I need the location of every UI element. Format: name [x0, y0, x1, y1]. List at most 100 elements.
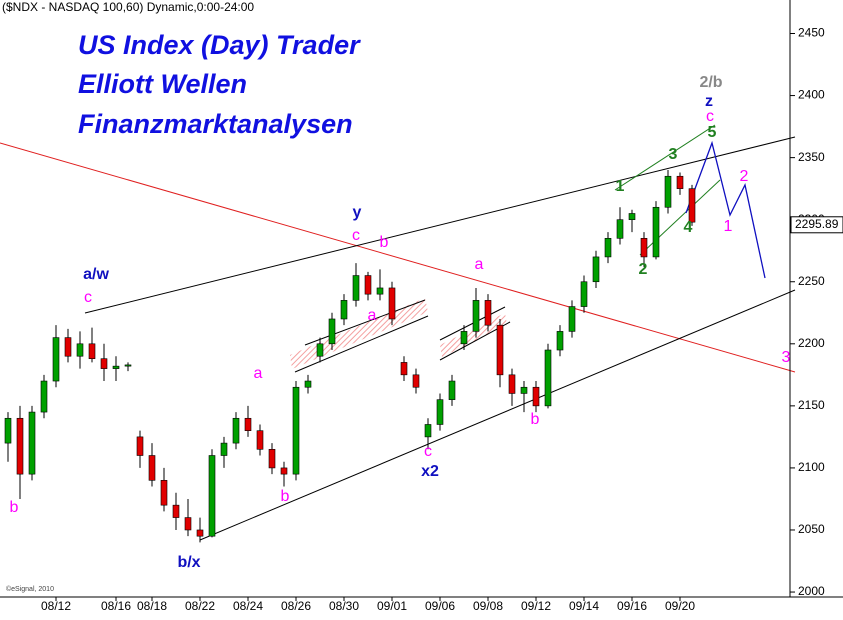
candle-body: [76, 343, 84, 357]
x-tick-label: 09/08: [473, 599, 503, 613]
wave-label: 3: [782, 349, 791, 366]
x-tick-label: 08/22: [185, 599, 215, 613]
candle-body: [376, 287, 384, 295]
wave-label: 1: [724, 218, 733, 235]
candle-body: [172, 504, 180, 518]
x-tick-label: 08/24: [233, 599, 263, 613]
candle-body: [556, 331, 564, 351]
wave-label: b: [281, 488, 290, 505]
wave-label: 2/b: [699, 74, 722, 91]
candle-body: [364, 275, 372, 295]
x-tick-label: 08/30: [329, 599, 359, 613]
last-price-label: 2295.89: [795, 217, 839, 231]
footer: ©eSignal, 2010: [6, 585, 54, 593]
wave-label: 2: [740, 168, 749, 185]
candle-body: [280, 467, 288, 475]
y-tick-label: 2400: [798, 88, 825, 102]
wave-label: 1: [616, 178, 625, 195]
y-tick-label: 2200: [798, 336, 825, 350]
candle-body: [652, 206, 660, 258]
candle-body: [352, 275, 360, 301]
channel-line: [614, 124, 716, 191]
candle-body: [148, 455, 156, 481]
wave-label: 2: [639, 261, 648, 278]
wave-label: c: [706, 108, 714, 125]
y-tick-label: 2100: [798, 460, 825, 474]
candle-body: [64, 337, 72, 357]
wave-label: c: [424, 443, 432, 460]
x-tick-label: 08/12: [41, 599, 71, 613]
candle-body: [340, 300, 348, 320]
wave-label: 5: [708, 124, 717, 141]
y-tick-label: 2000: [798, 584, 825, 598]
x-tick-label: 08/18: [137, 599, 167, 613]
candle-body: [4, 417, 12, 444]
candle-body: [508, 374, 516, 394]
candle-body: [460, 331, 468, 345]
candle-body: [400, 362, 408, 376]
candle-body: [412, 374, 420, 388]
wave-label: z: [705, 93, 713, 110]
trend-line: [0, 142, 796, 373]
trend-line: [304, 299, 426, 346]
candle-body: [484, 300, 492, 326]
candle-body: [388, 287, 396, 320]
candle-body: [664, 175, 672, 208]
wave-label: y: [353, 204, 362, 221]
candle-body: [676, 175, 684, 189]
candle-body: [196, 529, 204, 537]
wave-label: c: [352, 227, 360, 244]
x-tick-label: 09/06: [425, 599, 455, 613]
candle-body: [544, 349, 552, 407]
candle-body: [640, 238, 648, 258]
wave-label: a: [254, 365, 263, 382]
y-tick-label: 2350: [798, 150, 825, 164]
candle-body: [184, 517, 192, 531]
candle-body: [52, 337, 60, 382]
x-tick-label: 09/20: [665, 599, 695, 613]
trend-line: [84, 136, 796, 314]
candle-body: [328, 318, 336, 345]
x-tick-label: 09/12: [521, 599, 551, 613]
wave-label: x2: [421, 463, 439, 480]
candle-body: [88, 343, 96, 359]
candle-body: [40, 380, 48, 413]
candle-body: [136, 436, 144, 456]
x-tick-label: 09/01: [377, 599, 407, 613]
candle-body: [472, 300, 480, 332]
wave-label: a: [368, 307, 377, 324]
projection-path: [685, 140, 766, 279]
chart-header: ($NDX - NASDAQ 100,60) Dynamic,0:00-24:0…: [2, 0, 254, 14]
candle-body: [592, 256, 600, 283]
last-price-box: [790, 216, 843, 234]
wave-label: 3: [669, 146, 678, 163]
trend-line: [199, 289, 796, 541]
candle-body: [232, 417, 240, 444]
candle-body: [220, 442, 228, 456]
x-tick-label: 09/14: [569, 599, 599, 613]
candle-body: [16, 417, 24, 475]
wave-label: c: [84, 289, 92, 306]
wave-label: b/x: [177, 554, 200, 571]
candle-body: [628, 213, 636, 220]
candle-body: [112, 365, 120, 369]
candle-body: [604, 238, 612, 258]
y-tick-label: 2050: [798, 522, 825, 536]
candle-body: [316, 343, 324, 357]
candle-body: [616, 219, 624, 239]
candle-body: [160, 480, 168, 506]
wave-label: a: [475, 256, 484, 273]
wave-label: b: [10, 499, 19, 516]
trend-line: [439, 306, 506, 341]
candle-body: [520, 386, 528, 394]
candle-body: [208, 455, 216, 537]
candle-body: [124, 364, 132, 367]
x-tick-label: 08/16: [101, 599, 131, 613]
y-tick-label: 2450: [798, 26, 825, 40]
x-tick-label: 08/26: [281, 599, 311, 613]
candle-body: [496, 324, 504, 376]
candle-body: [568, 306, 576, 332]
y-tick-label: 2150: [798, 398, 825, 412]
title-line: Elliott Wellen: [78, 69, 247, 99]
candle-body: [436, 399, 444, 425]
